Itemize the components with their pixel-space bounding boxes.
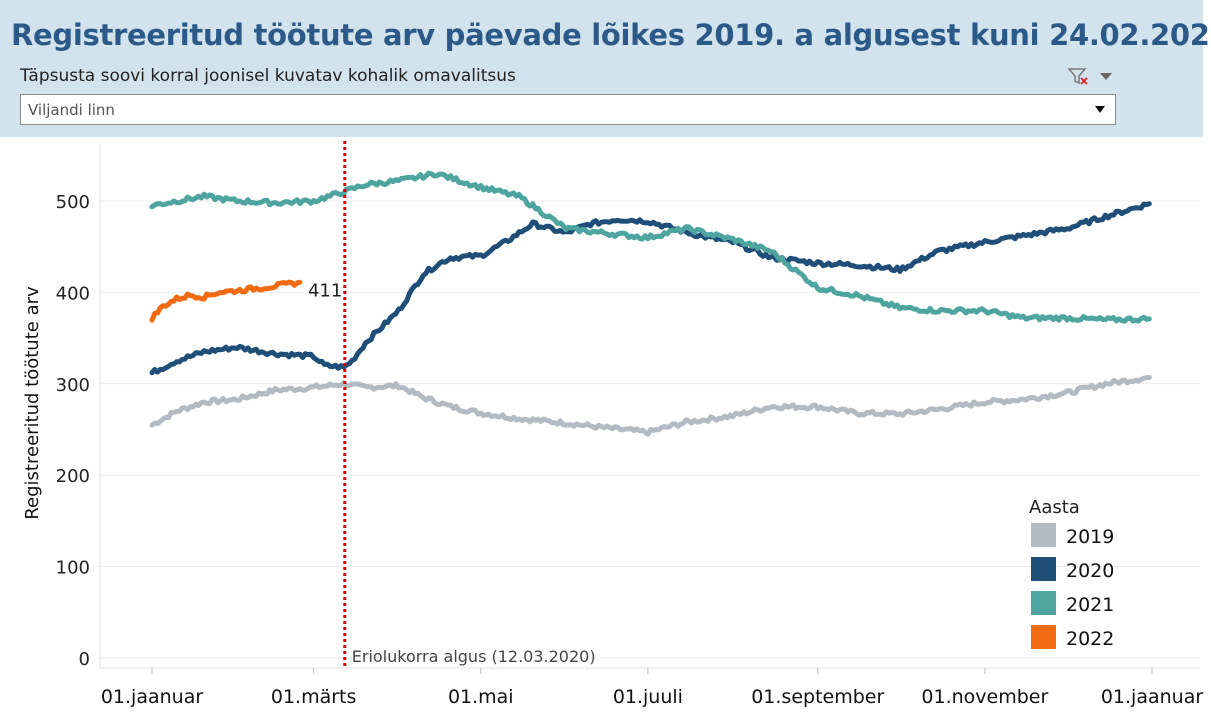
legend-swatch-2022	[1031, 625, 1056, 649]
legend-label: 2021	[1066, 594, 1114, 616]
y-tick-label: 200	[56, 466, 90, 487]
event-marker: Eriolukorra algus (12.03.2020)	[343, 141, 596, 668]
x-tick-label: 01.jaanuar	[101, 686, 204, 708]
series-line-2022	[149, 279, 303, 323]
end-value-label: 411	[308, 280, 342, 301]
municipality-select-value: Viljandi linn	[28, 101, 115, 119]
series-line-2019	[149, 374, 1152, 437]
y-tick-label: 100	[56, 558, 90, 579]
clear-filter-icon[interactable]	[1068, 68, 1088, 85]
event-marker-label: Eriolukorra algus (12.03.2020)	[352, 647, 596, 666]
line-chart: 0 100 200 300 400 500 01.jaanuar 01.märts 01.ma…	[22, 141, 1204, 708]
filter-menu-chevron-down-icon[interactable]	[1100, 73, 1112, 80]
y-axis-ticks: 0 100 200 300 400 500	[56, 192, 90, 670]
legend-label: 2020	[1066, 560, 1114, 582]
legend-title: Aasta	[1029, 497, 1080, 518]
header-panel: Registreeritud töötute arv päevade lõike…	[0, 0, 1211, 137]
x-tick-label: 01.märts	[271, 686, 357, 708]
filter-controls	[1068, 68, 1112, 85]
series-line-2021	[149, 170, 1152, 324]
filter-label: Täpsusta soovi korral joonisel kuvatav k…	[20, 66, 516, 86]
series-lines: 411	[149, 170, 1152, 437]
x-tick-label: 01.juuli	[613, 686, 683, 708]
y-axis-label: Registreeritud töötute arv	[22, 286, 43, 520]
legend-label: 2019	[1066, 526, 1114, 548]
y-tick-label: 500	[56, 192, 90, 213]
x-tick-label: 01.november	[921, 686, 1048, 708]
legend-swatch-2021	[1031, 591, 1056, 615]
page-title: Registreeritud töötute arv päevade lõike…	[11, 18, 1211, 52]
y-tick-label: 0	[79, 649, 90, 670]
series-line-2020	[149, 201, 1152, 376]
legend-label: 2022	[1066, 628, 1114, 650]
x-tick-label: 01.jaanuar	[1101, 686, 1204, 708]
x-axis-ticks: 01.jaanuar 01.märts 01.mai 01.juuli 01.septe…	[101, 668, 1204, 708]
x-tick-label: 01.september	[751, 686, 884, 708]
legend-swatch-2020	[1031, 557, 1056, 581]
x-tick-label: 01.mai	[448, 686, 514, 708]
y-tick-label: 400	[56, 283, 90, 304]
legend-swatch-2019	[1031, 523, 1056, 547]
legend: Aasta 2019 2020 2021 2022	[1029, 497, 1114, 650]
y-tick-label: 300	[56, 375, 90, 396]
municipality-select[interactable]: Viljandi linn	[20, 94, 1116, 125]
chevron-down-icon	[1095, 106, 1105, 113]
